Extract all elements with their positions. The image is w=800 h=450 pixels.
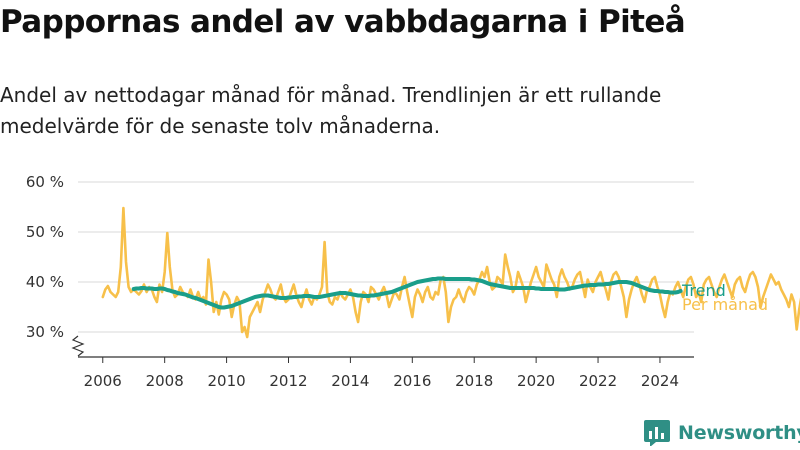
legend-label-trend: Trend xyxy=(681,281,726,300)
series-layer xyxy=(101,206,800,339)
chart-subtitle: Andel av nettodagar månad för månad. Tre… xyxy=(0,83,662,138)
x-tick-label: 2024 xyxy=(641,372,679,390)
chart-title: Pappornas andel av vabbdagarna i Piteå xyxy=(0,4,686,40)
y-tick-label: 50 % xyxy=(26,223,64,241)
x-tick-label: 2008 xyxy=(146,372,184,390)
y-tick-label: 40 % xyxy=(26,273,64,291)
x-tick-label: 2010 xyxy=(207,372,245,390)
x-tick-label: 2014 xyxy=(331,372,369,390)
x-tick-label: 2016 xyxy=(393,372,431,390)
y-axis-tick-labels: 30 % 40 % 50 % 60 % xyxy=(26,173,64,341)
x-tick-label: 2006 xyxy=(84,372,122,390)
y-tick-label: 60 % xyxy=(26,173,64,191)
brand-logo: Newsworthy xyxy=(644,420,800,446)
series-line-trend xyxy=(131,276,683,310)
x-tick-label: 2020 xyxy=(517,372,555,390)
y-tick-label: 30 % xyxy=(26,323,64,341)
x-tick-label: 2022 xyxy=(579,372,617,390)
newsworthy-logo-icon xyxy=(644,420,670,446)
gridlines xyxy=(78,181,694,333)
x-tick-label: 2012 xyxy=(269,372,307,390)
series-line-per-manad xyxy=(101,206,800,339)
axis-break-icon xyxy=(71,335,85,357)
legend-label-per-manad: Per månad xyxy=(682,295,768,314)
x-axis: 2006 2008 2010 2012 2014 2016 2018 2020 2022 2024 xyxy=(71,335,694,390)
x-tick-label: 2018 xyxy=(455,372,493,390)
brand-name: Newsworthy xyxy=(678,422,800,444)
